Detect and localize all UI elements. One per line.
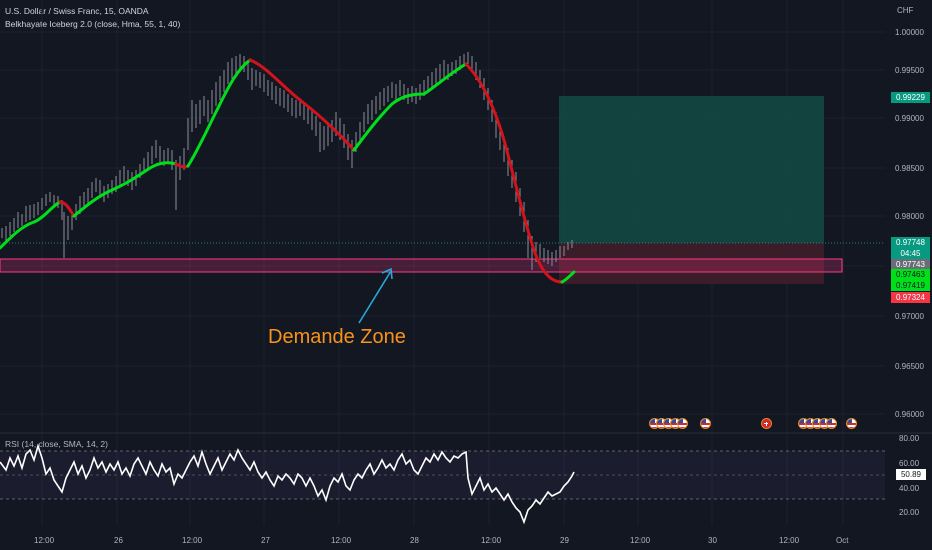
current-price-badge[interactable]: 0.97748 (891, 237, 930, 248)
price-tick: 1.00000 (895, 28, 924, 37)
iceberg-bull-seg-1 (0, 200, 62, 250)
iceberg-bear-seg-4 (464, 62, 564, 284)
iceberg-bull-seg-3 (186, 58, 252, 168)
time-tick: 12:00 (331, 536, 352, 545)
time-tick: 28 (410, 536, 419, 545)
candles (1, 52, 573, 270)
price-tick: 0.99500 (895, 66, 924, 75)
iceberg-bull-seg-5 (560, 270, 576, 284)
stop-zone[interactable] (559, 243, 824, 284)
rsi-band (0, 451, 885, 499)
hma-bull-badge: 0.97419 (891, 280, 930, 291)
time-tick: 12:00 (779, 536, 800, 545)
time-tick: 12:00 (481, 536, 502, 545)
iceberg-bear-seg-3 (248, 58, 356, 152)
target-zone[interactable] (559, 96, 824, 243)
hma-bull-badge: 0.97463 (891, 269, 930, 280)
indicator-title[interactable]: Belkhayate Iceberg 2.0 (close, Hma, 55, … (5, 19, 181, 29)
rsi-tick: 60.00 (899, 459, 920, 468)
time-tick: 12:00 (182, 536, 203, 545)
hma-price-badge: 0.97743 (891, 259, 930, 270)
time-tick: 12:00 (630, 536, 651, 545)
price-tick: 0.98500 (895, 164, 924, 173)
ch-flag-icon[interactable] (761, 418, 772, 429)
time-tick: 29 (560, 536, 569, 545)
rsi-tick: 20.00 (899, 508, 920, 517)
target-price-badge[interactable]: 0.99229 (891, 92, 930, 103)
iceberg-bear-seg-2 (174, 162, 190, 169)
time-tick: 30 (708, 536, 717, 545)
stop-price-badge[interactable]: 0.97324 (891, 292, 930, 303)
symbol-title[interactable]: U.S. Dollar / Swiss Franc, 15, OANDA (5, 6, 149, 16)
price-tick: 0.96500 (895, 362, 924, 371)
us-flag-icon[interactable] (826, 418, 837, 429)
iceberg-bull-seg-2 (72, 161, 178, 218)
us-flag-icon[interactable] (846, 418, 857, 429)
rsi-value-badge: 50.89 (896, 469, 926, 480)
annotation-arrow[interactable] (358, 267, 393, 324)
rsi-line (0, 443, 575, 525)
demand-zone[interactable] (0, 258, 843, 273)
iceberg-bear-seg-1 (58, 200, 76, 218)
price-tick: 0.96000 (895, 410, 924, 419)
time-tick: 27 (261, 536, 270, 545)
price-tick: 0.99000 (895, 114, 924, 123)
price-tick: 0.98000 (895, 212, 924, 221)
time-tick: 12:00 (34, 536, 55, 545)
time-tick: Oct (836, 536, 849, 545)
iceberg-bull-seg-4 (352, 62, 468, 152)
us-flag-icon[interactable] (677, 418, 688, 429)
rsi-tick: 40.00 (899, 484, 920, 493)
time-tick: 26 (114, 536, 123, 545)
rsi-title[interactable]: RSI (14, close, SMA, 14, 2) (5, 439, 108, 449)
rsi-tick: 80.00 (899, 434, 920, 443)
price-tick: 0.97000 (895, 312, 924, 321)
iceberg-line (0, 58, 576, 284)
us-flag-icon[interactable] (700, 418, 711, 429)
currency-label: CHF (897, 6, 914, 15)
countdown-badge: 04:45 (891, 248, 930, 259)
demand-zone-label[interactable]: Demande Zone (268, 326, 406, 348)
